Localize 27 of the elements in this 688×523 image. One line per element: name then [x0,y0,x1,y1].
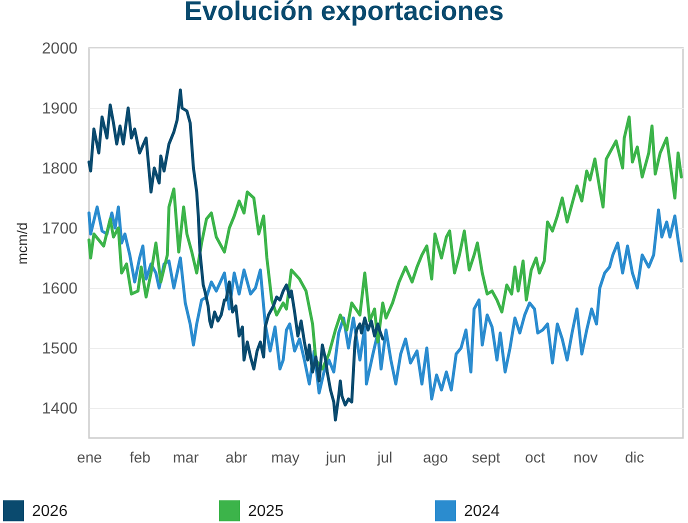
line-series [88,116,683,370]
legend-label: 2024 [464,502,500,520]
line-series [88,88,384,422]
x-tick-label: nov [573,450,598,466]
x-tick-label: abr [226,450,248,466]
x-tick-label: ago [422,450,448,466]
legend-label: 2026 [32,502,68,520]
x-tick-label: jun [324,450,346,466]
x-tick-label: may [271,450,300,466]
y-tick-label: 1400 [42,400,78,418]
x-tick-label: dic [624,450,645,466]
y-tick-label: 1500 [42,340,78,358]
x-tick-label: oct [524,450,546,466]
x-tick-label: mar [172,450,199,466]
line-series [88,206,683,400]
x-tick-label: feb [130,450,151,466]
x-tick-label: sept [472,450,502,466]
chart-title: Evolución exportaciones [184,0,504,26]
legend-label: 2025 [248,502,284,520]
y-tick-label: 1700 [42,220,78,238]
x-tick-label: ene [76,450,102,466]
x-tick-label: jul [376,450,392,466]
y-tick-label: 2000 [42,40,78,58]
y-axis-title: mcm/d [14,222,30,264]
y-tick-label: 1900 [42,100,78,118]
y-tick-label: 1800 [42,160,78,178]
y-tick-label: 1600 [42,280,78,298]
